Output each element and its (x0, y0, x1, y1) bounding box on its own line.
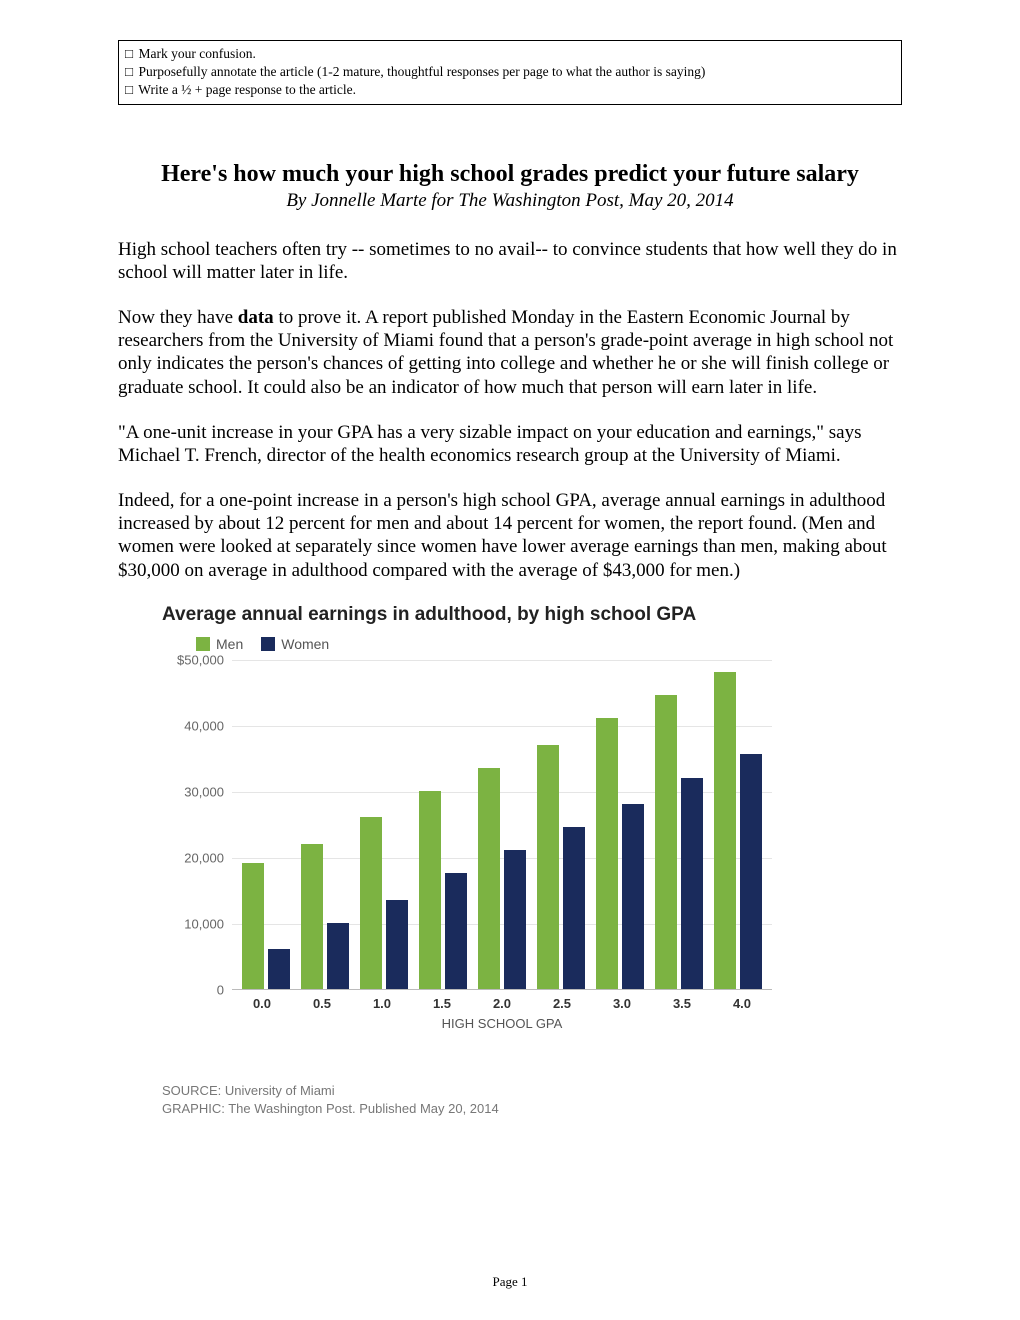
bar-women (445, 873, 467, 989)
bar-women (681, 778, 703, 989)
legend-item-women: Women (261, 636, 329, 652)
bar-men (596, 718, 618, 989)
x-axis-labels: 0.0 0.5 1.0 1.5 2.0 2.5 3.0 3.5 4.0 (232, 996, 772, 1011)
article-paragraph: Indeed, for a one-point increase in a pe… (118, 489, 902, 582)
bar-women (622, 804, 644, 989)
bar-men (537, 745, 559, 989)
chart-legend: Men Women (196, 636, 902, 652)
x-tick-label: 2.0 (493, 996, 511, 1011)
instruction-line: □ Write a ½ + page response to the artic… (125, 81, 895, 99)
bar-women (386, 900, 408, 989)
x-tick-label: 0.0 (253, 996, 271, 1011)
x-tick-label: 2.5 (553, 996, 571, 1011)
earnings-chart: Average annual earnings in adulthood, by… (162, 604, 902, 1118)
legend-label: Men (216, 636, 243, 652)
legend-swatch-women (261, 637, 275, 651)
x-tick-label: 4.0 (733, 996, 751, 1011)
bar-group (241, 863, 291, 988)
legend-swatch-men (196, 637, 210, 651)
bar-group (654, 695, 704, 989)
article-byline: By Jonnelle Marte for The Washington Pos… (118, 190, 902, 212)
article-paragraph: High school teachers often try -- someti… (118, 238, 902, 284)
chart-source-line: GRAPHIC: The Washington Post. Published … (162, 1100, 902, 1118)
bar-group (595, 718, 645, 989)
y-tick-label: 30,000 (184, 784, 224, 799)
bar-women (327, 923, 349, 989)
instruction-text: Mark your confusion. (139, 46, 256, 61)
bar-men (360, 817, 382, 989)
y-tick-label: $50,000 (177, 652, 224, 667)
chart-plot (232, 660, 772, 990)
instruction-line: □ Mark your confusion. (125, 45, 895, 63)
chart-source-line: SOURCE: University of Miami (162, 1082, 902, 1100)
y-tick-label: 10,000 (184, 916, 224, 931)
legend-label: Women (281, 636, 329, 652)
x-tick-label: 3.0 (613, 996, 631, 1011)
chart-area: 010,00020,00030,00040,000$50,000 0.00.51… (162, 660, 782, 1030)
bar-group (477, 768, 527, 989)
instruction-line: □ Purposefully annotate the article (1-2… (125, 63, 895, 81)
y-tick-label: 0 (217, 982, 224, 997)
bar-men (242, 863, 264, 988)
x-tick-label: 3.5 (673, 996, 691, 1011)
bar-women (504, 850, 526, 989)
bar-men (478, 768, 500, 989)
y-axis: 010,00020,00030,00040,000$50,000 (162, 660, 232, 990)
bar-men (419, 791, 441, 989)
x-axis-title: HIGH SCHOOL GPA (232, 1016, 772, 1031)
instruction-text: Purposefully annotate the article (1-2 m… (139, 64, 706, 79)
article-title: Here's how much your high school grades … (118, 161, 902, 188)
x-tick-label: 0.5 (313, 996, 331, 1011)
instruction-text: Write a ½ + page response to the article… (138, 82, 356, 97)
bar-men (655, 695, 677, 989)
chart-source: SOURCE: University of Miami GRAPHIC: The… (162, 1082, 902, 1118)
chart-title: Average annual earnings in adulthood, by… (162, 604, 902, 626)
bar-women (268, 949, 290, 989)
x-tick-label: 1.0 (373, 996, 391, 1011)
y-tick-label: 20,000 (184, 850, 224, 865)
bar-group (713, 672, 763, 989)
article-paragraph: "A one-unit increase in your GPA has a v… (118, 421, 902, 467)
bars-row (232, 660, 772, 989)
bar-women (563, 827, 585, 989)
bar-group (359, 817, 409, 989)
article-paragraph: Now they have data to prove it. A report… (118, 306, 902, 399)
bar-women (740, 754, 762, 988)
page-number: Page 1 (0, 1274, 1020, 1290)
bar-group (300, 844, 350, 989)
instruction-box: □ Mark your confusion. □ Purposefully an… (118, 40, 902, 105)
x-tick-label: 1.5 (433, 996, 451, 1011)
bar-group (536, 745, 586, 989)
legend-item-men: Men (196, 636, 243, 652)
bar-group (418, 791, 468, 989)
y-tick-label: 40,000 (184, 718, 224, 733)
bar-men (714, 672, 736, 989)
bar-men (301, 844, 323, 989)
bold-text: data (238, 307, 274, 328)
